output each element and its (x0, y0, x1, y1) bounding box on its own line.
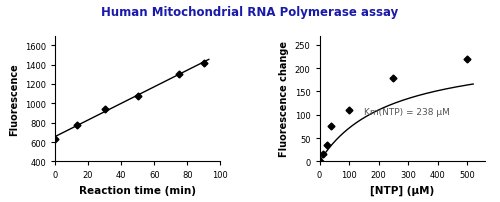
Y-axis label: Fluorescence change: Fluorescence change (280, 41, 289, 157)
X-axis label: Reaction time (min): Reaction time (min) (79, 185, 196, 195)
Text: Km(NTP) = 238 μM: Km(NTP) = 238 μM (364, 107, 450, 116)
Y-axis label: Fluorescence: Fluorescence (10, 63, 20, 135)
X-axis label: [NTP] (μM): [NTP] (μM) (370, 185, 434, 195)
Text: Human Mitochondrial RNA Polymerase assay: Human Mitochondrial RNA Polymerase assay (102, 6, 399, 19)
